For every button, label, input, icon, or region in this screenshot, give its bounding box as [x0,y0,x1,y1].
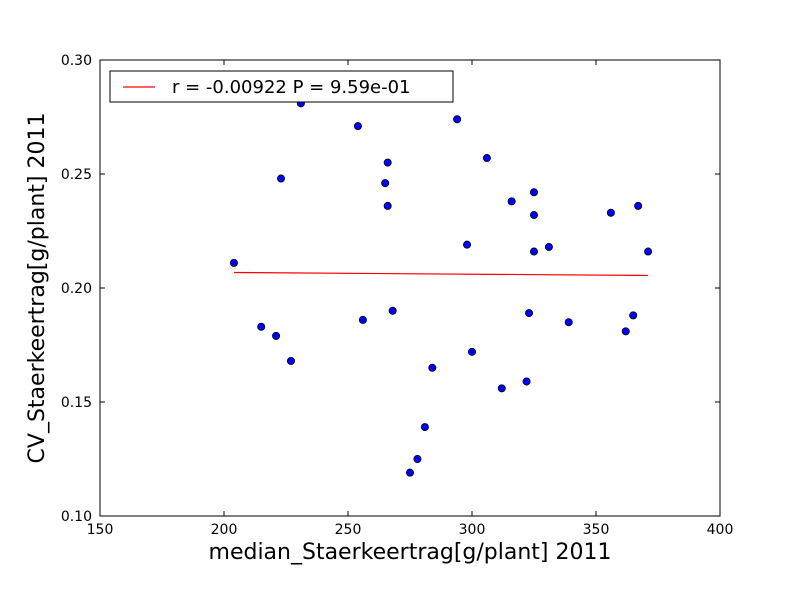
scatter-point [467,347,476,356]
scatter-point [428,363,437,372]
x-tick-label: 150 [87,522,114,538]
scatter-point [564,318,573,327]
y-tick-label: 0.15 [61,395,92,411]
scatter-point [530,188,539,197]
scatter-point [420,423,429,432]
scatter-point [353,122,362,131]
x-axis-label: median_Staerkeertrag[g/plant] 2011 [209,540,612,565]
x-tick-label: 400 [707,522,734,538]
scatter-point [383,158,392,167]
scatter-point [229,258,238,267]
legend-fit-label: r = -0.00922 P = 9.59e-01 [172,77,411,98]
y-tick-label: 0.30 [61,53,92,69]
legend: r = -0.00922 P = 9.59e-01 [109,70,454,103]
scatter-point [634,201,643,210]
y-tick-label: 0.10 [61,509,92,525]
scatter-point [286,356,295,365]
scatter-point [463,240,472,249]
scatter-point [530,211,539,220]
fit-line-layer [233,271,649,277]
scatter-point [644,247,653,256]
scatter-point [453,115,462,124]
x-tick-label: 300 [459,522,486,538]
scatter-point [621,327,630,336]
scatter-points [229,99,653,477]
scatter-point [257,322,266,331]
scatter-point [383,201,392,210]
scatter-point [530,247,539,256]
scatter-point [525,309,534,318]
axis-ticks: 150 200 250 300 350 400 0.10 0.15 0.20 0.25 0.30 [61,53,734,538]
legend-box [109,70,454,103]
x-tick-label: 350 [583,522,610,538]
y-axis-label: CV_Staerkeertrag[g/plant] 2011 [25,113,50,464]
scatter-point [388,306,397,315]
scatter-point [629,311,638,320]
scatter-point [544,242,553,251]
scatter-point [358,315,367,324]
scatter-point [606,208,615,217]
scatter-point [413,454,422,463]
scatter-point [277,174,286,183]
scatter-point [405,468,414,477]
scatter-point [497,384,506,393]
x-tick-label: 250 [335,522,362,538]
scatter-point [381,179,390,188]
scatter-point [522,377,531,386]
scatter-point [507,197,516,206]
y-tick-label: 0.25 [61,167,92,183]
fit-line [233,271,649,277]
y-tick-label: 0.20 [61,281,92,297]
plot-area [100,60,720,516]
x-tick-label: 200 [211,522,238,538]
scatter-point [482,154,491,163]
scatter-point [272,331,281,340]
